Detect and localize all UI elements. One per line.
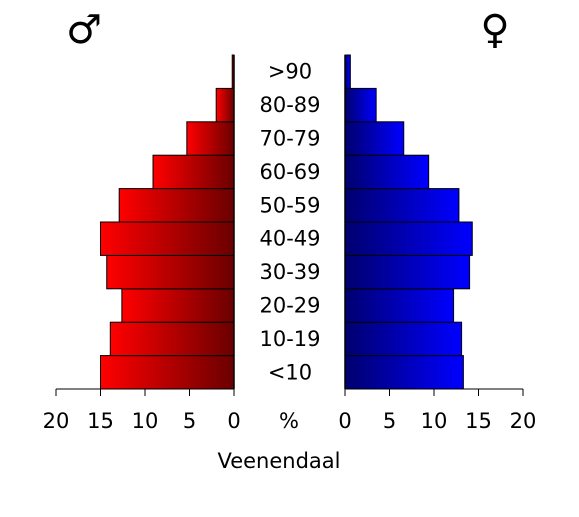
female-bar-30-39 <box>344 254 471 290</box>
age-label-30-39: 30-39 <box>259 260 320 284</box>
male-bar-30-39 <box>106 254 235 290</box>
center-axis-unit-label: % <box>279 409 299 433</box>
female-bar-40-49 <box>344 221 473 256</box>
female-bar-70-79 <box>344 121 405 156</box>
female-bar-10-19 <box>344 321 463 357</box>
female-bar-20-29 <box>344 288 455 323</box>
male-bar-80-89 <box>215 87 235 123</box>
age-label-20-29: 20-29 <box>259 294 320 318</box>
age-label-<10: <10 <box>268 360 312 384</box>
male-bar-70-79 <box>186 121 235 156</box>
male-tick-label-5: 5 <box>183 409 196 433</box>
male-tick-label-20: 20 <box>43 409 70 433</box>
male-tick-label-10: 10 <box>132 409 159 433</box>
x-axis-ticks: 0 0 5 5 10 10 15 15 20 20 <box>43 389 537 433</box>
age-label-50-59: 50-59 <box>259 193 320 217</box>
female-tick-label-0: 0 <box>338 409 351 433</box>
age-label-10-19: 10-19 <box>259 327 320 351</box>
female-symbol: ♀ <box>480 7 509 53</box>
age-label-70-79: 70-79 <box>259 127 320 151</box>
x-axis-title: Veenendaal <box>217 449 340 473</box>
female-bars <box>344 54 473 390</box>
male-tick-label-0: 0 <box>227 409 240 433</box>
male-bars <box>100 54 235 390</box>
female-bar-50-59 <box>344 188 460 223</box>
female-bar-60-69 <box>344 154 430 190</box>
male-bar-50-59 <box>118 188 235 223</box>
male-tick-label-15: 15 <box>87 409 114 433</box>
age-label-60-69: 60-69 <box>259 160 320 184</box>
age-group-labels: <10 10-19 20-29 30-39 40-49 50-59 60-69 70-79 80… <box>259 60 320 385</box>
age-label->90: >90 <box>268 60 312 84</box>
age-label-40-49: 40-49 <box>259 227 320 251</box>
male-symbol: ♂ <box>66 7 102 53</box>
female-bar->90 <box>344 54 351 89</box>
female-bar-<10 <box>344 355 464 390</box>
female-tick-label-5: 5 <box>383 409 396 433</box>
female-tick-label-10: 10 <box>421 409 448 433</box>
male-bar-40-49 <box>100 221 235 256</box>
female-bar-80-89 <box>344 87 377 123</box>
male-bar-10-19 <box>109 321 235 357</box>
male-bar-60-69 <box>152 154 235 190</box>
age-label-80-89: 80-89 <box>259 93 320 117</box>
female-tick-label-20: 20 <box>510 409 537 433</box>
male-bar-20-29 <box>121 288 235 323</box>
male-bar-<10 <box>100 355 235 390</box>
female-tick-label-15: 15 <box>465 409 492 433</box>
